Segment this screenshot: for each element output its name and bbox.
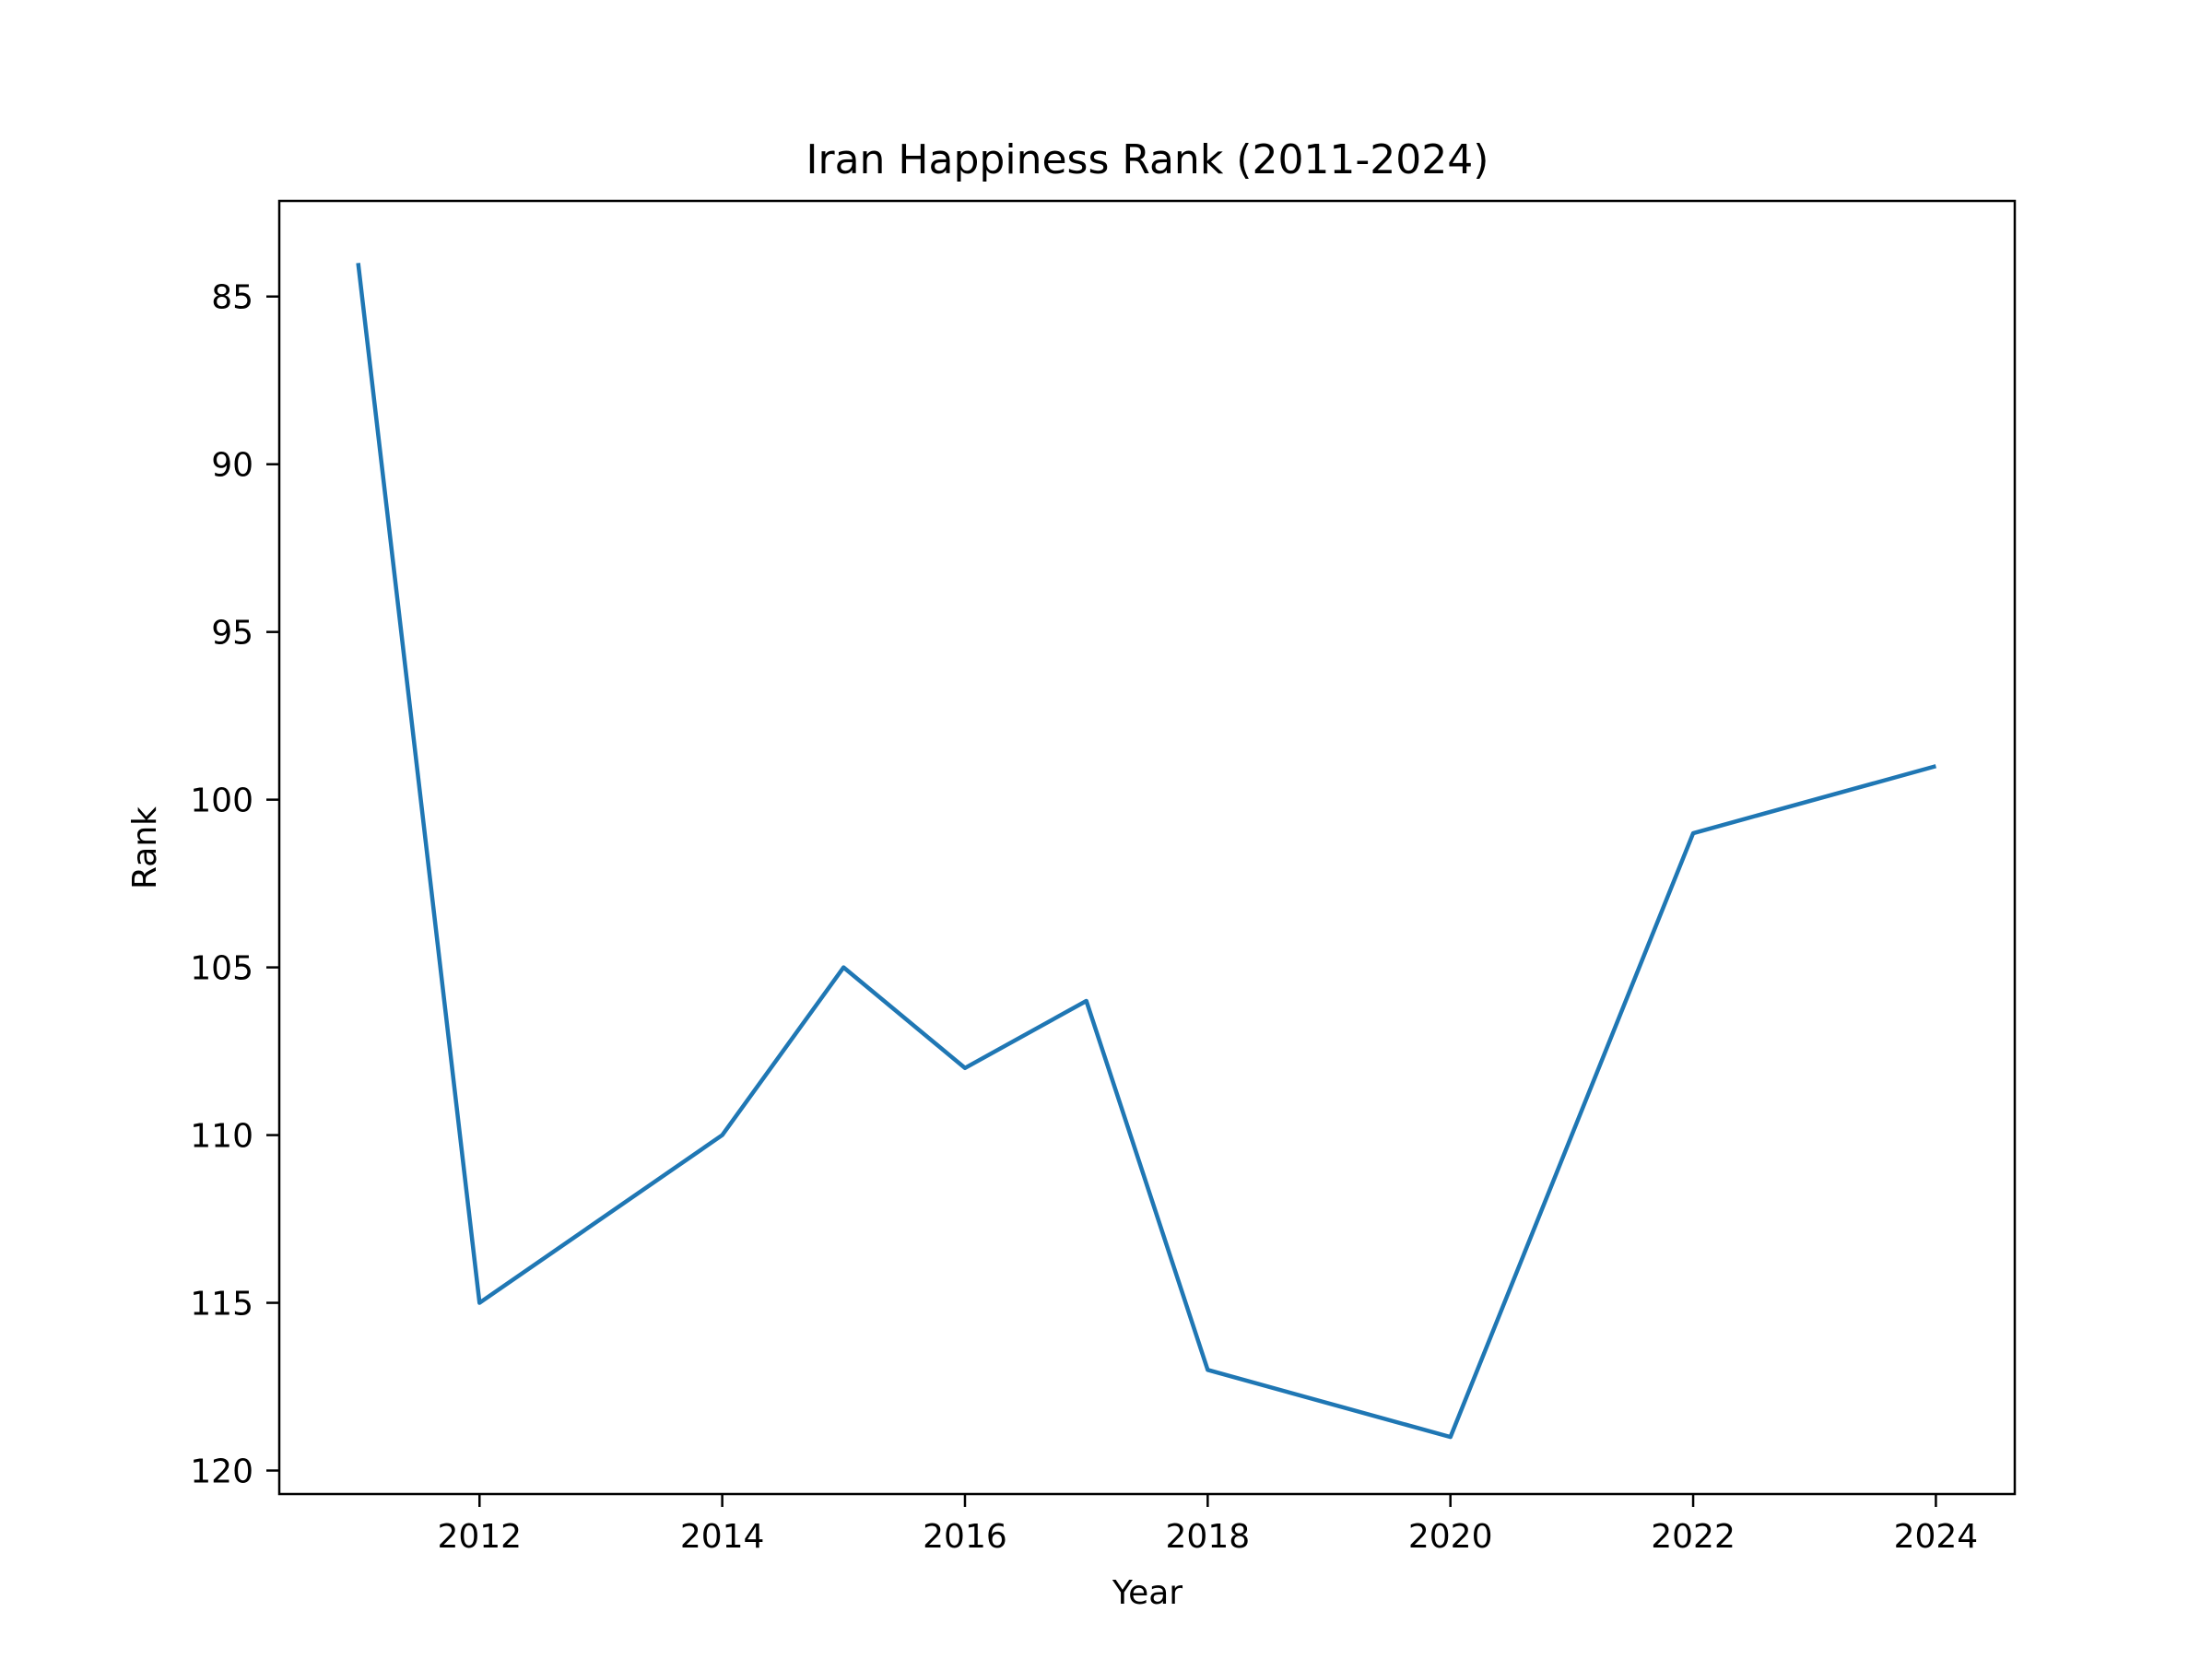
x-tick-label: 2014	[680, 1518, 765, 1556]
x-tick-label: 2024	[1894, 1518, 1979, 1556]
y-axis-ticks: 85 90 95 100 105 110 115 120	[190, 279, 279, 1491]
series-layer	[356, 263, 1937, 1440]
chart-title: Iran Happiness Rank (2011-2024)	[806, 136, 1489, 183]
x-axis-label: Year	[1112, 1574, 1182, 1612]
y-tick-label: 85	[211, 279, 253, 317]
x-tick-label: 2020	[1408, 1518, 1493, 1556]
y-tick-label: 110	[190, 1118, 253, 1156]
plot-area	[277, 199, 2017, 1496]
x-tick-label: 2016	[923, 1518, 1007, 1556]
series-line	[356, 263, 1937, 1440]
y-tick-label: 105	[190, 950, 253, 988]
y-tick-label: 115	[190, 1286, 253, 1324]
y-axis-label: Rank	[126, 806, 164, 889]
y-tick-label: 95	[211, 615, 253, 653]
plot-frame	[277, 199, 2017, 1496]
x-tick-label: 2012	[437, 1518, 522, 1556]
x-tick-label: 2018	[1166, 1518, 1251, 1556]
y-tick-label: 120	[190, 1453, 253, 1491]
y-tick-label: 100	[190, 782, 253, 820]
x-axis-ticks: 2012 2014 2016 2018 2020 2022 2024	[437, 1494, 1978, 1556]
y-tick-label: 90	[211, 447, 253, 485]
plot-background	[279, 201, 2015, 1494]
x-tick-label: 2022	[1651, 1518, 1735, 1556]
